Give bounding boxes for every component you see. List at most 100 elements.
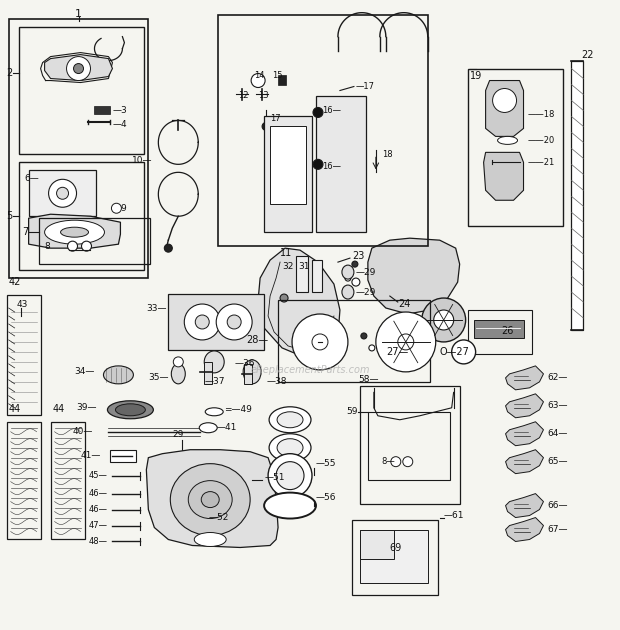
Text: —29: —29 bbox=[356, 268, 376, 277]
Ellipse shape bbox=[277, 438, 303, 457]
Ellipse shape bbox=[269, 407, 311, 433]
Text: —56: —56 bbox=[316, 493, 337, 502]
Ellipse shape bbox=[56, 187, 69, 199]
Text: 42: 42 bbox=[9, 277, 21, 287]
Circle shape bbox=[352, 261, 358, 267]
Bar bbox=[270, 127, 306, 204]
Circle shape bbox=[402, 340, 426, 364]
Text: 22: 22 bbox=[582, 50, 594, 60]
Text: 59: 59 bbox=[347, 407, 358, 416]
Circle shape bbox=[227, 315, 241, 329]
Polygon shape bbox=[505, 518, 544, 542]
Polygon shape bbox=[29, 214, 120, 248]
Text: 7: 7 bbox=[22, 227, 29, 237]
Text: —36: —36 bbox=[234, 359, 255, 369]
Ellipse shape bbox=[276, 462, 304, 490]
Text: 10—: 10— bbox=[132, 156, 153, 165]
Circle shape bbox=[352, 278, 360, 286]
Text: —52: —52 bbox=[208, 513, 229, 522]
Text: —3: —3 bbox=[112, 106, 127, 115]
Ellipse shape bbox=[269, 433, 311, 462]
Ellipse shape bbox=[204, 351, 224, 373]
Bar bbox=[9, 19, 148, 278]
Ellipse shape bbox=[205, 408, 223, 416]
Bar bbox=[29, 170, 97, 216]
Text: 44: 44 bbox=[53, 404, 65, 414]
Ellipse shape bbox=[48, 180, 76, 207]
Text: ——20: ——20 bbox=[528, 136, 555, 145]
Polygon shape bbox=[484, 152, 523, 200]
Text: 14: 14 bbox=[254, 71, 265, 79]
Text: 67—: 67— bbox=[547, 525, 568, 534]
Ellipse shape bbox=[342, 285, 354, 299]
Text: 11: 11 bbox=[280, 248, 292, 258]
Text: 13: 13 bbox=[258, 91, 268, 100]
Circle shape bbox=[292, 314, 348, 370]
Text: —51: —51 bbox=[264, 473, 285, 482]
Bar bbox=[360, 530, 394, 559]
Text: 2: 2 bbox=[6, 67, 12, 77]
Ellipse shape bbox=[277, 412, 303, 428]
Circle shape bbox=[74, 64, 84, 74]
Ellipse shape bbox=[199, 423, 217, 433]
Circle shape bbox=[391, 457, 401, 467]
Bar bbox=[360, 386, 459, 503]
Text: 12: 12 bbox=[238, 91, 249, 100]
Bar bbox=[312, 260, 322, 292]
Circle shape bbox=[398, 334, 414, 350]
Text: 28—: 28— bbox=[246, 335, 268, 345]
Bar bbox=[278, 300, 430, 382]
Ellipse shape bbox=[342, 265, 354, 279]
Text: =—49: =—49 bbox=[224, 405, 252, 415]
Text: 58—: 58— bbox=[358, 375, 378, 384]
Circle shape bbox=[172, 452, 192, 472]
Text: 29: 29 bbox=[172, 430, 184, 438]
Bar bbox=[244, 364, 252, 384]
Ellipse shape bbox=[171, 364, 185, 384]
Ellipse shape bbox=[115, 404, 145, 416]
Text: 15: 15 bbox=[272, 71, 283, 79]
Text: 43: 43 bbox=[17, 300, 28, 309]
Circle shape bbox=[68, 241, 78, 251]
Polygon shape bbox=[146, 450, 278, 547]
Circle shape bbox=[403, 457, 413, 467]
Bar bbox=[316, 96, 366, 232]
Bar bbox=[368, 412, 450, 479]
Circle shape bbox=[313, 108, 323, 117]
Circle shape bbox=[361, 333, 367, 339]
Ellipse shape bbox=[194, 532, 226, 546]
Polygon shape bbox=[505, 421, 544, 445]
Bar bbox=[38, 218, 151, 264]
Text: 16—: 16— bbox=[322, 106, 341, 115]
Bar bbox=[474, 320, 523, 338]
Text: —29: —29 bbox=[356, 287, 376, 297]
Circle shape bbox=[345, 275, 351, 281]
Text: 8—: 8— bbox=[382, 457, 396, 466]
Text: 39—: 39— bbox=[76, 403, 97, 412]
Text: 62—: 62— bbox=[547, 374, 568, 382]
Ellipse shape bbox=[170, 464, 250, 536]
Text: —38: —38 bbox=[266, 377, 286, 386]
Polygon shape bbox=[505, 450, 544, 474]
Text: 19: 19 bbox=[469, 71, 482, 81]
Bar bbox=[360, 530, 428, 583]
Text: 34—: 34— bbox=[74, 367, 95, 376]
Circle shape bbox=[216, 304, 252, 340]
Text: 65—: 65— bbox=[547, 457, 568, 466]
Circle shape bbox=[81, 241, 92, 251]
Bar bbox=[218, 14, 428, 246]
Circle shape bbox=[452, 340, 476, 364]
Circle shape bbox=[312, 334, 328, 350]
Bar bbox=[7, 295, 40, 415]
Bar bbox=[110, 450, 136, 462]
Polygon shape bbox=[485, 81, 523, 137]
Bar bbox=[19, 26, 144, 154]
Text: 26: 26 bbox=[502, 326, 514, 336]
Text: 46—: 46— bbox=[89, 505, 107, 514]
Circle shape bbox=[434, 310, 454, 330]
Bar bbox=[467, 69, 564, 226]
Ellipse shape bbox=[268, 454, 312, 498]
Text: —61: —61 bbox=[444, 511, 464, 520]
Polygon shape bbox=[505, 493, 544, 518]
Circle shape bbox=[251, 74, 265, 88]
